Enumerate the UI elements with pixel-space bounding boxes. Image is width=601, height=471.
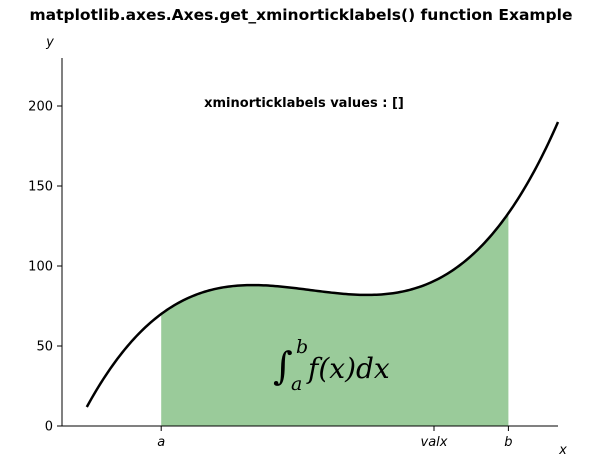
y-tick-label: 50 (36, 340, 53, 355)
integral-upper-limit: b (296, 336, 308, 358)
function-curve (85, 121, 560, 408)
plot-area (85, 121, 560, 426)
annotation-text: xminorticklabels values : [] (204, 96, 404, 111)
x-axis-label: x (558, 443, 567, 458)
x-tick-label: valx (421, 435, 448, 450)
y-tick-label: 150 (28, 180, 53, 195)
integral-lower-limit: a (291, 373, 302, 395)
integrand: f(x)dx (306, 352, 390, 385)
x-tick-label: a (157, 435, 165, 450)
y-ticks: 0 50 100 150 200 (28, 100, 62, 435)
x-ticks: a valx b (157, 426, 513, 450)
integral-formula: ∫ b a f(x)dx (273, 336, 390, 395)
y-tick-label: 100 (28, 260, 53, 275)
y-axis-label: y (45, 35, 54, 50)
x-tick-label: b (504, 435, 512, 450)
y-tick-label: 0 (45, 420, 53, 435)
integral-sign: ∫ (273, 344, 293, 388)
y-tick-label: 200 (28, 100, 53, 115)
integral-shaded-region (161, 213, 509, 426)
chart-title: matplotlib.axes.Axes.get_xminorticklabel… (30, 6, 573, 24)
